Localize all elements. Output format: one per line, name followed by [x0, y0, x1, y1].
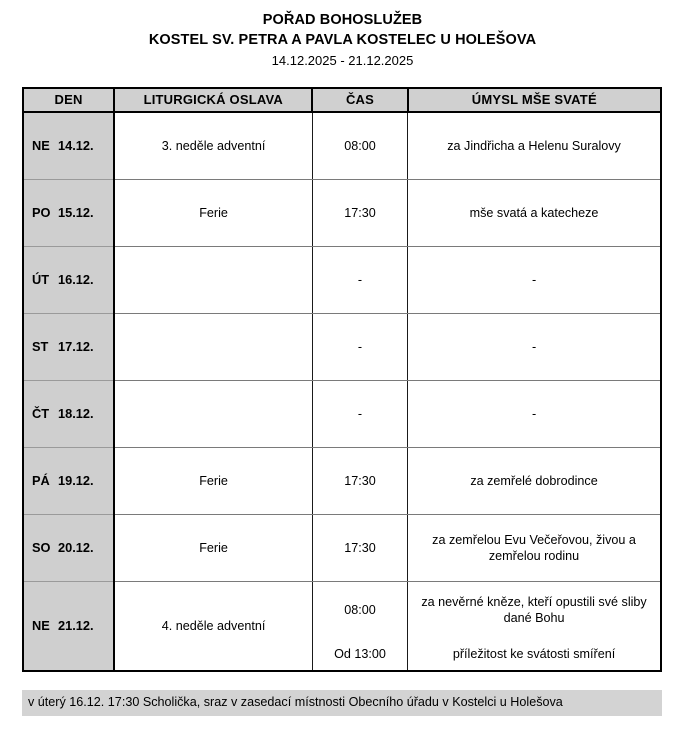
cell-cas: 08:00 Od 13:00: [312, 581, 409, 670]
day-date: 15.12.: [58, 205, 94, 220]
column-header-cas: ČAS: [312, 89, 409, 113]
cell-liturgicka-oslava: [114, 246, 313, 314]
date-range: 14.12.2025 - 21.12.2025: [271, 53, 414, 68]
cell-umysl: za zemřelé dobrodince: [407, 447, 660, 515]
table-row: PO 15.12. Ferie 17:30 mše svatá a kateche…: [24, 179, 660, 247]
cell-day: NE 14.12.: [24, 112, 116, 180]
table-row: SO 20.12. Ferie 17:30 za zemřelou Evu Več…: [24, 514, 660, 582]
umysl-secondary: příležitost ke svátosti smíření: [452, 646, 616, 661]
cas-primary: 08:00: [344, 602, 376, 617]
cell-cas: -: [312, 313, 409, 381]
cell-umysl: -: [407, 380, 660, 448]
cell-cas: 17:30: [312, 514, 409, 582]
cell-cas: 08:00: [312, 112, 409, 180]
cell-liturgicka-oslava: [114, 313, 313, 381]
cell-liturgicka-oslava: 3. neděle adventní: [114, 112, 313, 180]
footer-note: v úterý 16.12. 17:30 Scholička, sraz v z…: [22, 690, 662, 716]
cell-umysl: za Jindřicha a Helenu Suralovy: [407, 112, 660, 180]
day-abbr: NE: [32, 138, 50, 154]
cell-day: NE 21.12.: [24, 581, 116, 670]
table-row: NE 14.12. 3. neděle adventní 08:00 za Jin…: [24, 112, 660, 180]
cell-day: PÁ 19.12.: [24, 447, 116, 515]
cell-umysl: mše svatá a katecheze: [407, 179, 660, 247]
cell-cas: 17:30: [312, 447, 409, 515]
table-body: NE 14.12. 3. neděle adventní 08:00 za Jin…: [24, 112, 660, 670]
day-date: 14.12.: [58, 138, 94, 154]
cell-day: ÚT 16.12.: [24, 246, 116, 314]
cell-liturgicka-oslava: Ferie: [114, 514, 313, 582]
table-header-row: DEN LITURGICKÁ OSLAVA ČAS ÚMYSL MŠE SVAT…: [24, 89, 660, 113]
day-date: 20.12.: [58, 540, 94, 555]
table-row: NE 21.12. 4. neděle adventní 08:00 Od 13:…: [24, 581, 660, 670]
cell-day: SO 20.12.: [24, 514, 116, 582]
day-abbr: ST: [32, 339, 49, 354]
column-header-umysl-mse-svate: ÚMYSL MŠE SVATÉ: [407, 89, 660, 113]
cell-umysl: -: [407, 313, 660, 381]
liturgicka-oslava-text: 4. neděle adventní: [161, 618, 266, 633]
cell-liturgicka-oslava: Ferie: [114, 447, 313, 515]
cas-secondary: Od 13:00: [334, 646, 386, 661]
day-date: 16.12.: [58, 272, 94, 287]
day-date: 21.12.: [58, 618, 94, 633]
day-abbr: ÚT: [32, 272, 50, 287]
cell-liturgicka-oslava: [114, 380, 313, 448]
cell-cas: -: [312, 246, 409, 314]
day-abbr: SO: [32, 540, 51, 555]
day-abbr: NE: [32, 618, 50, 633]
page-subtitle: KOSTEL SV. PETRA A PAVLA KOSTELEC U HOLE…: [148, 32, 537, 48]
table-row: ČT 18.12. - -: [24, 380, 660, 448]
cell-umysl: -: [407, 246, 660, 314]
column-header-liturgicka-oslava: LITURGICKÁ OSLAVA: [114, 89, 314, 113]
cell-cas: 17:30: [312, 179, 409, 247]
cell-cas: -: [312, 380, 409, 448]
schedule-table: DEN LITURGICKÁ OSLAVA ČAS ÚMYSL MŠE SVAT…: [24, 89, 660, 670]
cell-day: PO 15.12.: [24, 179, 116, 247]
column-header-den: DEN: [24, 89, 116, 113]
cell-day: ČT 18.12.: [24, 380, 116, 448]
cell-liturgicka-oslava: 4. neděle adventní: [114, 581, 313, 670]
page-title: POŘAD BOHOSLUŽEB: [262, 12, 423, 28]
table-row: PÁ 19.12. Ferie 17:30 za zemřelé dobrodin…: [24, 447, 660, 515]
day-date: 18.12.: [58, 406, 94, 421]
cell-umysl: za zemřelou Evu Večeřovou, živou a zemře…: [407, 514, 660, 582]
day-date: 19.12.: [58, 473, 94, 488]
day-abbr: PO: [32, 205, 51, 220]
table-row: ÚT 16.12. - -: [24, 246, 660, 314]
umysl-primary: za nevěrné kněze, kteří opustili své sli…: [421, 594, 647, 625]
document-header: POŘAD BOHOSLUŽEB KOSTEL SV. PETRA A PAVL…: [0, 0, 685, 71]
cell-umysl: za nevěrné kněze, kteří opustili své sli…: [408, 581, 660, 670]
cell-day: ST 17.12.: [24, 313, 116, 381]
table-header: DEN LITURGICKÁ OSLAVA ČAS ÚMYSL MŠE SVAT…: [24, 89, 660, 113]
day-date: 17.12.: [58, 339, 94, 354]
schedule-table-container: DEN LITURGICKÁ OSLAVA ČAS ÚMYSL MŠE SVAT…: [22, 87, 662, 672]
day-abbr: PÁ: [32, 473, 50, 488]
table-row: ST 17.12. - -: [24, 313, 660, 381]
day-abbr: ČT: [32, 406, 50, 421]
cell-liturgicka-oslava: Ferie: [114, 179, 313, 247]
